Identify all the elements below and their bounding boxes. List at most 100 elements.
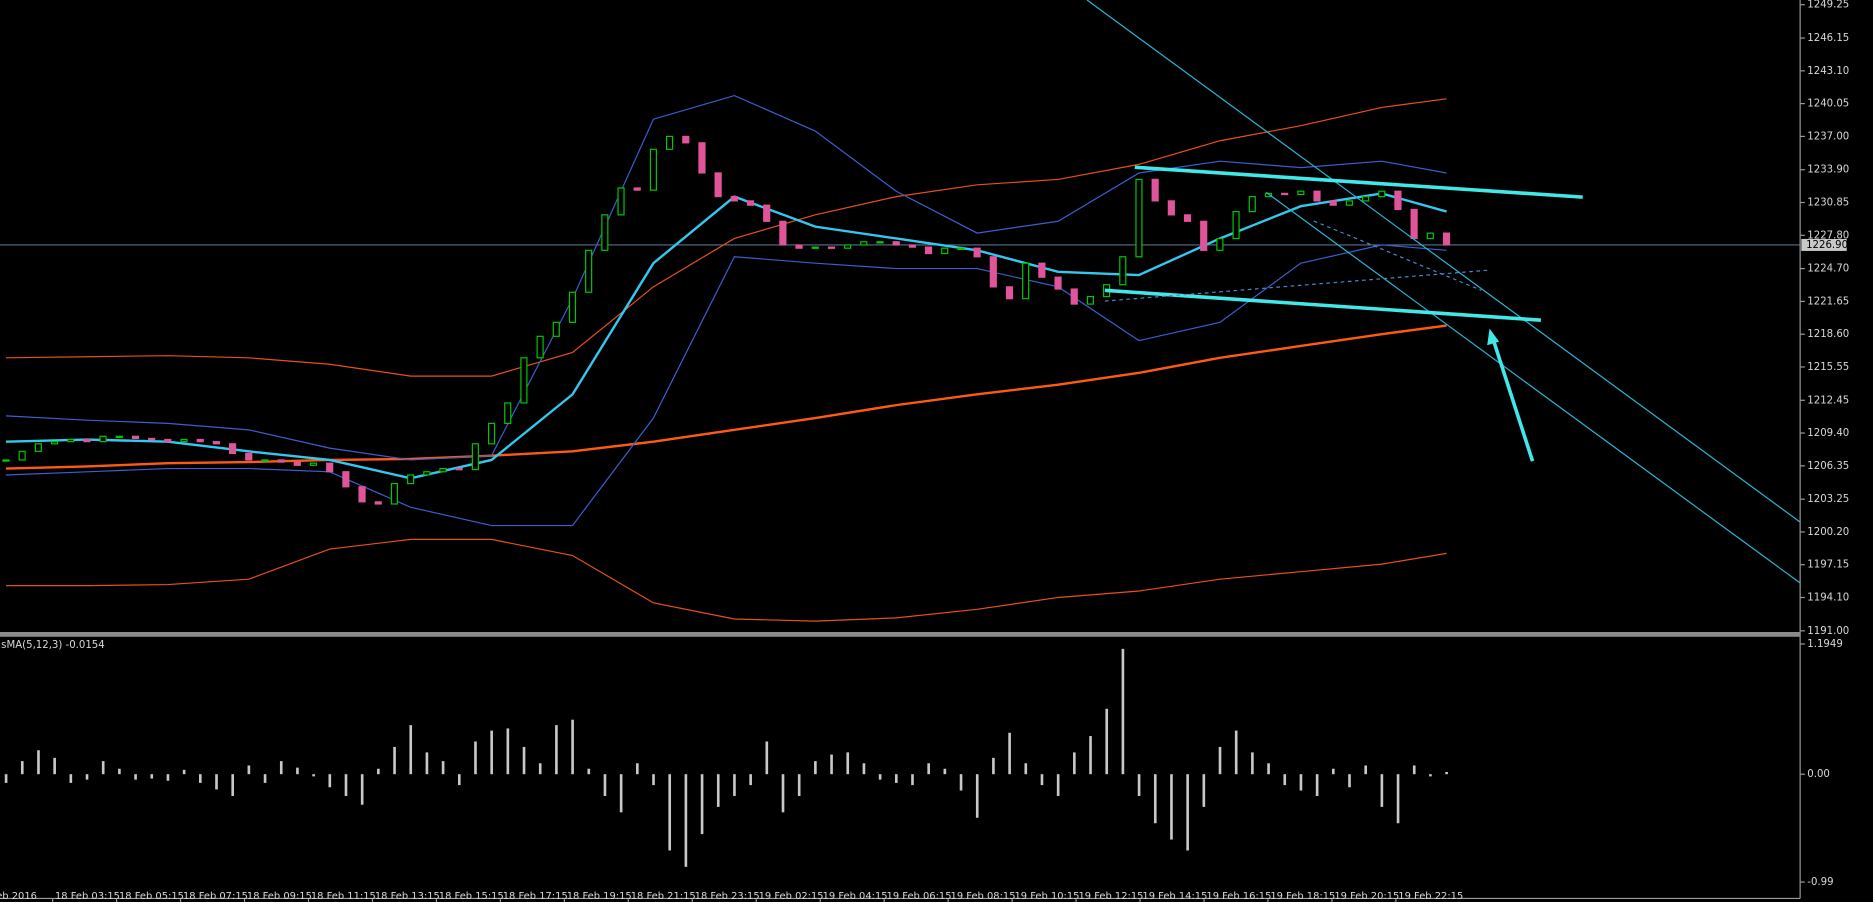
candle — [860, 241, 868, 246]
candle — [99, 435, 107, 443]
histogram-bar — [1186, 774, 1189, 851]
arrow-shaft — [1491, 338, 1535, 462]
y-tick-label: 1233.90 — [1807, 165, 1849, 176]
histogram-bar — [781, 774, 785, 813]
histogram-bar — [457, 774, 461, 786]
histogram-bar — [538, 763, 542, 775]
candle — [471, 443, 479, 471]
x-tick-label: 18 Feb 05:15 — [119, 891, 184, 902]
histogram-bar — [619, 774, 623, 813]
y-tick-label: 1249.25 — [1807, 0, 1849, 11]
histogram-bar — [668, 774, 672, 851]
candle — [212, 441, 220, 445]
x-tick-label: 19 Feb 12:15 — [1078, 891, 1143, 902]
candle — [374, 501, 382, 505]
x-tick-label: 18 Feb 17:15 — [503, 891, 568, 902]
y-tick-label: -0.99 — [1807, 877, 1833, 888]
histogram-bar — [1283, 774, 1287, 786]
candle — [649, 148, 657, 191]
candle — [228, 443, 237, 455]
histogram-bar — [1267, 763, 1270, 775]
candle — [1200, 220, 1208, 251]
histogram-bar — [393, 746, 396, 775]
x-tick-label: 19 Feb 20:15 — [1334, 891, 1399, 902]
candle — [390, 482, 399, 505]
histogram-bar — [992, 757, 995, 775]
dashed-line — [1104, 269, 1491, 302]
candle — [1313, 190, 1321, 202]
x-tick-label: 19 Feb 08:15 — [951, 891, 1016, 902]
candle — [34, 443, 42, 452]
histogram-bar — [749, 774, 752, 786]
histogram-bar — [490, 730, 493, 775]
histogram-bar — [312, 774, 315, 777]
histogram-bar — [425, 752, 429, 775]
candle — [892, 241, 900, 246]
candle — [585, 249, 593, 293]
histogram-bar — [1008, 732, 1011, 775]
histogram-bar — [1073, 752, 1076, 775]
candle — [520, 357, 528, 404]
histogram-bar — [150, 774, 154, 779]
histogram-bar — [53, 757, 56, 775]
candle — [407, 474, 415, 485]
histogram-bar — [1218, 746, 1222, 775]
candle — [617, 187, 625, 216]
candle — [1022, 262, 1030, 300]
x-tick-label: 18 Feb 03:15 — [55, 891, 120, 902]
histogram-bar — [279, 761, 283, 775]
histogram-bar — [199, 774, 202, 783]
candle — [941, 247, 949, 255]
candle — [148, 437, 156, 441]
histogram-bar — [1040, 774, 1044, 786]
x-tick-label: 19 Feb 16:15 — [1206, 891, 1271, 902]
x-tick-label: 18 Feb 15:15 — [439, 891, 504, 902]
candle — [50, 441, 59, 445]
candle — [342, 471, 350, 488]
histogram-bar — [166, 774, 170, 781]
arrow-head — [1487, 328, 1500, 346]
candle — [1183, 214, 1192, 222]
candle — [763, 204, 771, 222]
x-tick-label: 18 Feb 09:15 — [247, 891, 312, 902]
histogram-bar — [1412, 765, 1416, 775]
histogram-bar — [636, 763, 639, 775]
y-tick-label: 1.1949 — [1807, 639, 1842, 650]
y-tick-label: 1191.00 — [1807, 626, 1849, 637]
candle — [698, 142, 706, 174]
dashed-line — [1313, 220, 1482, 291]
histogram-bar — [231, 774, 235, 796]
x-tick-label: 18 Feb 07:15 — [183, 891, 248, 902]
candle — [1232, 211, 1240, 240]
candle — [1281, 192, 1289, 196]
candle — [746, 200, 755, 206]
x-tick-label: 19 Feb 18:15 — [1270, 891, 1335, 902]
histogram-bar — [377, 768, 380, 775]
y-tick-label: 1218.60 — [1807, 329, 1849, 340]
candle — [326, 462, 334, 473]
histogram-bar — [959, 774, 963, 791]
candle — [487, 422, 496, 445]
histogram-bar — [4, 774, 8, 783]
x-tick-label: 19 Feb 10:15 — [1015, 891, 1080, 902]
histogram-bar — [943, 768, 947, 775]
candle — [1345, 200, 1353, 206]
histogram-bar — [409, 725, 413, 775]
histogram-bar — [1056, 774, 1060, 796]
histogram-bar — [1251, 752, 1254, 775]
candle — [957, 247, 965, 250]
histogram-bar — [927, 763, 930, 775]
histogram-bar — [1380, 774, 1384, 807]
candle — [1394, 190, 1402, 211]
histogram-bar — [1234, 730, 1238, 775]
candle — [423, 471, 431, 476]
candle — [536, 335, 544, 359]
candle — [1378, 190, 1386, 198]
histogram-bar — [555, 725, 558, 775]
oscillator-label: sMA(5,12,3) -0.0154 — [1, 640, 105, 651]
channel-line — [1086, 0, 1801, 523]
histogram-bar — [603, 774, 607, 796]
candle — [245, 452, 253, 461]
